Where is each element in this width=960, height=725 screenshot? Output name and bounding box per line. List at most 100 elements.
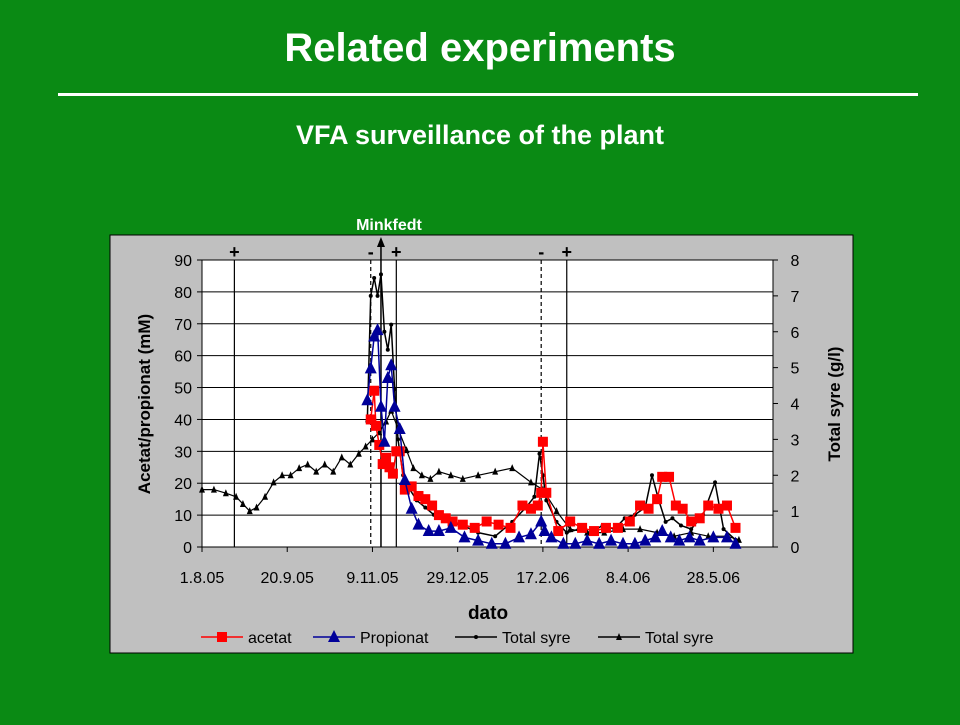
data-point [385,347,390,352]
data-point [639,533,652,546]
data-point [689,527,694,532]
data-point [253,503,260,511]
data-point [505,522,516,533]
data-point [593,536,606,549]
data-point [458,530,471,543]
event-marker-label: - [538,242,544,262]
y-tick-label: 40 [174,412,192,429]
y2-tick-label: 3 [791,432,800,449]
y2-tick-label: 8 [791,253,800,270]
data-point [664,471,675,482]
data-point [683,530,696,543]
data-point [567,525,574,533]
data-point [673,533,686,546]
data-point [412,517,425,530]
y-tick-label: 20 [174,476,192,493]
data-point [381,452,392,463]
data-point [387,468,398,479]
data-point [222,489,229,497]
data-point [581,533,594,546]
legend-item: Total syre [455,630,571,647]
x-tick-label: 20.9.05 [261,570,314,587]
data-point [447,516,458,527]
event-marker-label: + [562,242,573,262]
data-point [499,536,512,549]
data-point [537,436,548,447]
data-point [657,471,668,482]
y2-tick-label: 4 [791,397,800,414]
data-point [459,474,466,482]
data-point [612,522,623,533]
data-point [535,514,548,527]
data-point [617,536,630,549]
data-point [368,329,381,342]
data-point [553,507,560,515]
y-axis-label: Acetat/propionat (mM) [135,314,154,494]
data-point [703,500,714,511]
data-point [399,484,410,495]
data-point [525,503,536,514]
data-point [239,499,246,507]
data-point [389,322,394,327]
data-point [713,503,724,514]
data-point [287,471,294,479]
annotation-arrow-head [376,237,385,247]
x-tick-label: 1.8.05 [180,570,225,587]
data-point [313,467,320,475]
data-point [381,370,394,383]
data-point [330,467,337,475]
data-point [364,361,377,374]
data-point [413,490,424,501]
data-point [577,522,588,533]
data-point [643,503,654,514]
data-point [652,494,663,505]
plot-area [201,259,774,548]
slide-title: Related experiments [284,26,676,70]
legend: acetat Propionat Total syre Total syre [201,630,714,647]
data-point [678,523,683,528]
data-point [420,494,431,505]
y-tick-label: 90 [174,253,192,270]
data-point [368,293,373,298]
data-point [377,459,388,470]
annotation-label: Minkfedt [356,217,422,234]
data-point [721,500,732,511]
data-point [532,494,537,499]
legend-label: Total syre [502,630,571,647]
data-point [544,498,549,503]
data-point [628,536,641,549]
data-point [355,449,362,457]
data-point [637,525,644,533]
data-point [338,453,345,461]
y2-tick-label: 7 [791,289,800,306]
data-point [370,420,381,431]
event-marker-label: + [391,242,402,262]
y2-tick-label: 2 [791,468,800,485]
data-point [545,530,558,543]
data-point [433,510,444,521]
data-point [410,464,417,472]
data-point [564,530,569,535]
data-point [565,516,576,527]
data-point [605,533,618,546]
data-point [492,467,499,475]
data-point [321,460,328,468]
data-point [649,473,654,478]
data-point [537,451,542,456]
data-point [199,485,205,493]
data-point [210,485,217,493]
x-axis-label: dato [468,603,508,624]
y-tick-label: 30 [174,444,192,461]
legend-marker [474,635,478,639]
data-point [527,478,534,486]
data-point [670,500,681,511]
data-point [730,522,741,533]
data-point [541,487,552,498]
data-point [457,519,468,530]
y-tick-label: 70 [174,317,192,334]
data-point [385,358,398,371]
data-point [393,422,406,435]
data-point [418,471,425,479]
x-tick-label: 17.2.06 [516,570,569,587]
data-point [405,501,418,514]
